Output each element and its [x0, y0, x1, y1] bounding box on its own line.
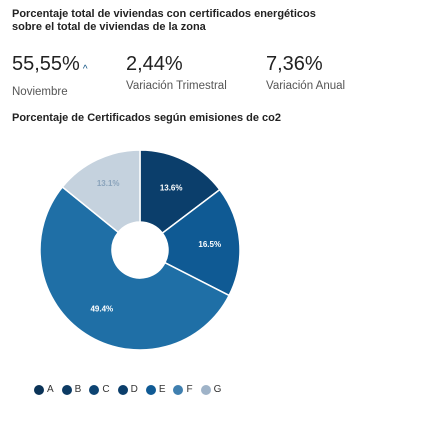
- legend-label: D: [130, 384, 138, 395]
- legend-label: E: [158, 384, 166, 395]
- kpi-annual-value: 7,36%: [266, 53, 323, 75]
- legend-item-b[interactable]: B: [61, 384, 82, 395]
- legend-dot-icon: [145, 384, 156, 395]
- legend-item-a[interactable]: A: [34, 384, 54, 395]
- data-label-f: 49.4%: [90, 305, 113, 314]
- slice-f[interactable]: [40, 185, 231, 351]
- legend-item-f[interactable]: F: [173, 384, 193, 395]
- legend-dot-icon: [34, 384, 44, 395]
- slice-g[interactable]: [61, 150, 141, 234]
- kpi-annual-label: Variación Anual: [266, 80, 346, 92]
- kpi-annual: 7,36% Variación Anual: [266, 52, 345, 92]
- data-label-d: 13.6%: [160, 183, 183, 192]
- legend-item-c[interactable]: C: [89, 384, 110, 395]
- kpi-month-label: Noviembre: [12, 86, 68, 98]
- card-title: Porcentaje total de viviendas con certif…: [12, 8, 316, 33]
- data-label-g: 13.1%: [97, 179, 120, 188]
- legend-dot-icon: [89, 384, 100, 395]
- kpi-month: 55,55% ^ Noviembre: [12, 52, 88, 98]
- chart-legend: A B C D E F G: [34, 384, 229, 395]
- legend-item-e[interactable]: E: [145, 384, 166, 395]
- legend-label: G: [213, 384, 222, 395]
- donut-chart: 13.6% 16.5% 49.4% 13.1%: [40, 150, 241, 351]
- caret-up-icon: ^: [82, 64, 88, 75]
- kpi-quarterly: 2,44% Variación Trimestral: [126, 52, 227, 92]
- legend-label: A: [47, 384, 54, 395]
- slice-e[interactable]: [161, 188, 241, 297]
- chart-title: Porcentaje de Certificados según emision…: [12, 112, 281, 124]
- legend-item-g[interactable]: G: [200, 384, 222, 395]
- legend-dot-icon: [117, 384, 128, 395]
- legend-item-d[interactable]: D: [117, 384, 138, 395]
- kpi-quarterly-label: Variación Trimestral: [126, 80, 227, 92]
- legend-label: F: [186, 384, 193, 395]
- legend-label: C: [102, 384, 110, 395]
- legend-label: B: [74, 384, 82, 395]
- kpi-month-value: 55,55%: [12, 53, 80, 75]
- legend-dot-icon: [61, 384, 72, 395]
- legend-dot-icon: [200, 384, 211, 395]
- slice-d[interactable]: [139, 150, 221, 235]
- data-label-e: 16.5%: [198, 240, 221, 249]
- legend-dot-icon: [173, 384, 184, 395]
- kpi-quarterly-value: 2,44%: [126, 53, 183, 75]
